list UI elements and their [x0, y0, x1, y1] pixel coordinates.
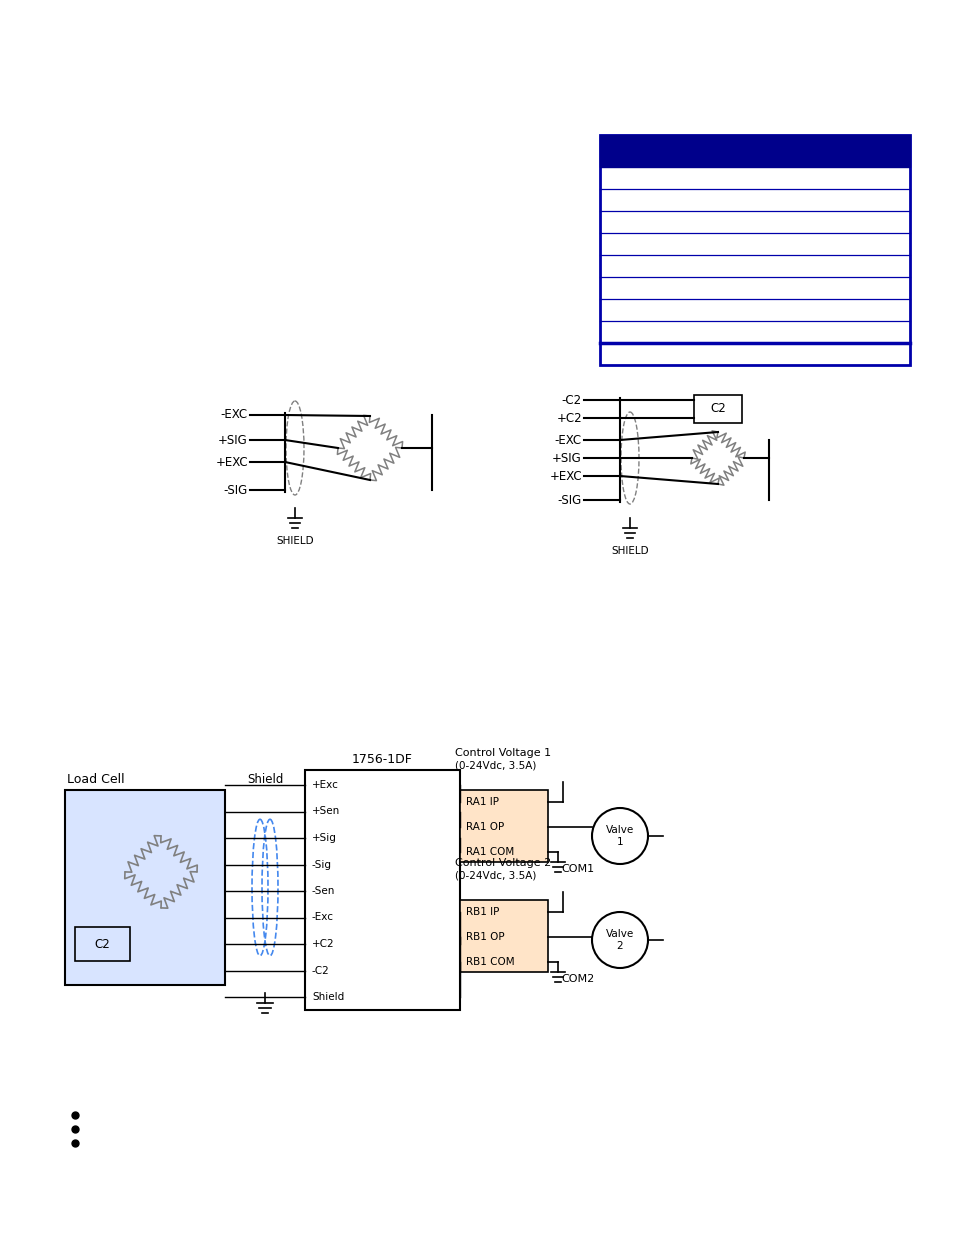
Text: COM1: COM1 — [560, 864, 594, 874]
Text: +C2: +C2 — [312, 939, 335, 948]
Text: RB1 IP: RB1 IP — [465, 906, 498, 918]
Text: SHIELD: SHIELD — [276, 536, 314, 546]
Text: (0-24Vdc, 3.5A): (0-24Vdc, 3.5A) — [455, 869, 536, 881]
Text: RB1 COM: RB1 COM — [465, 957, 514, 967]
Text: -Sen: -Sen — [312, 885, 335, 897]
Text: Shield: Shield — [312, 992, 344, 1002]
Bar — [693, 395, 741, 424]
Text: 1756-1DF: 1756-1DF — [352, 753, 413, 766]
Bar — [75, 927, 130, 961]
Text: +EXC: +EXC — [215, 456, 248, 468]
Text: C2: C2 — [709, 403, 725, 415]
Text: +SIG: +SIG — [552, 452, 581, 464]
Text: Valve
1: Valve 1 — [605, 825, 634, 847]
Text: -C2: -C2 — [312, 966, 330, 976]
Text: -EXC: -EXC — [221, 409, 248, 421]
Text: -C2: -C2 — [561, 394, 581, 406]
Text: RA1 OP: RA1 OP — [465, 823, 504, 832]
Text: RA1 IP: RA1 IP — [465, 797, 498, 806]
Text: +Sig: +Sig — [312, 832, 336, 844]
Bar — [305, 769, 459, 1010]
Text: +Exc: +Exc — [312, 781, 338, 790]
Text: RB1 OP: RB1 OP — [465, 932, 504, 942]
Text: +EXC: +EXC — [549, 469, 581, 483]
Text: Load Cell: Load Cell — [67, 773, 125, 785]
Bar — [459, 790, 547, 862]
Text: -SIG: -SIG — [224, 483, 248, 496]
Text: Shield: Shield — [247, 773, 283, 785]
Text: -Exc: -Exc — [312, 913, 334, 923]
Bar — [459, 900, 547, 972]
Bar — [599, 135, 909, 366]
Text: -EXC: -EXC — [555, 433, 581, 447]
Text: +SIG: +SIG — [218, 433, 248, 447]
Bar — [65, 790, 225, 986]
Text: SHIELD: SHIELD — [611, 546, 648, 556]
Text: +Sen: +Sen — [312, 806, 340, 816]
Text: (0-24Vdc, 3.5A): (0-24Vdc, 3.5A) — [455, 760, 536, 769]
Text: C2: C2 — [94, 937, 111, 951]
Text: RA1 COM: RA1 COM — [465, 847, 514, 857]
Text: Control Voltage 1: Control Voltage 1 — [455, 748, 551, 758]
Bar — [599, 135, 909, 167]
Text: Valve
2: Valve 2 — [605, 929, 634, 951]
Text: -Sig: -Sig — [312, 860, 332, 869]
Text: COM2: COM2 — [560, 974, 594, 984]
Text: +C2: +C2 — [556, 411, 581, 425]
Text: -SIG: -SIG — [558, 494, 581, 506]
Text: Control Voltage 2: Control Voltage 2 — [455, 858, 551, 868]
